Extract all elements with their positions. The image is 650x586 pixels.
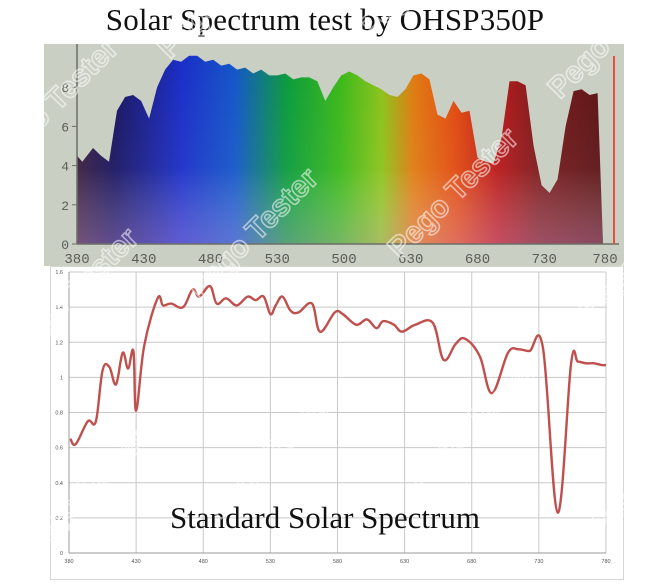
y-tick-label: 2	[61, 199, 69, 214]
y-tick-label: 6	[61, 120, 69, 135]
y-tick-label: 0.4	[55, 481, 63, 487]
x-tick-label: 680	[467, 559, 476, 565]
y-tick-label: 0.8	[55, 411, 63, 417]
measured-spectrum-photo: 0 2 4 6 8 380 430 480 530 500 630 680 730 780	[44, 44, 624, 266]
x-tick-label: 780	[601, 559, 610, 565]
standard-spectrum-plot: 0 0.2 0.4 0.6 0.8 1 1.2 1.4 1.6 380 430 480 530 580 63…	[55, 270, 610, 565]
x-tick-label: 500	[331, 252, 356, 266]
y-tick-label: 1.4	[55, 305, 63, 311]
standard-spectrum-chart: 0 0.2 0.4 0.6 0.8 1 1.2 1.4 1.6 380 430 480 530 580 63…	[50, 266, 624, 580]
x-tick-label: 430	[132, 559, 141, 565]
y-tick-label: 4	[61, 160, 69, 175]
y-tick-label: 1.6	[55, 270, 63, 276]
y-tick-label: 8	[61, 81, 69, 96]
x-tick-label: 630	[400, 559, 409, 565]
x-tick-label: 580	[333, 559, 342, 565]
y-tick-label: 1.2	[55, 340, 63, 346]
x-tick-label: 630	[398, 252, 423, 266]
x-tick-label: 430	[131, 252, 156, 266]
y-tick-label: 0.6	[55, 446, 63, 452]
y-tick-label: 1	[60, 375, 63, 381]
x-tick-label: 380	[64, 252, 89, 266]
x-tick-label: 380	[64, 559, 73, 565]
x-tick-label: 480	[199, 559, 208, 565]
y-tick-label: 0.2	[55, 516, 63, 522]
x-tick-label: 530	[266, 559, 275, 565]
x-tick-label: 730	[532, 252, 557, 266]
x-tick-label: 530	[265, 252, 290, 266]
x-tick-label: 780	[592, 252, 617, 266]
chart-title: Solar Spectrum test by OHSP350P	[105, 2, 545, 37]
x-tick-label: 680	[465, 252, 490, 266]
x-tick-label: 730	[534, 559, 543, 565]
y-tick-label: 0	[60, 551, 63, 557]
spectrum-line	[69, 284, 607, 514]
y-tick-label: 0	[61, 238, 69, 253]
measured-spectrum-chart: 0 2 4 6 8 380 430 480 530 500 630 680 730 780	[61, 44, 619, 266]
chart-subtitle: Standard Solar Spectrum	[170, 500, 480, 535]
x-tick-label: 480	[198, 252, 223, 266]
